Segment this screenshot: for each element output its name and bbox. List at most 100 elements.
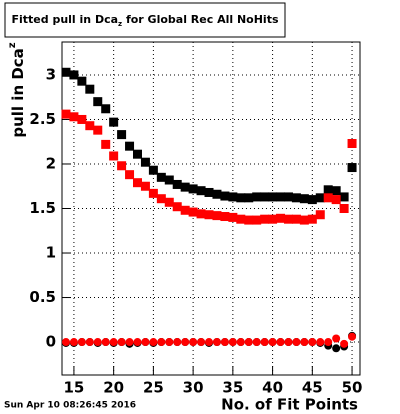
marker bbox=[117, 338, 126, 347]
marker bbox=[101, 104, 111, 114]
marker bbox=[85, 121, 95, 131]
marker bbox=[180, 205, 190, 215]
timestamp: Sun Apr 10 08:26:45 2016 bbox=[4, 401, 136, 411]
marker bbox=[117, 130, 127, 140]
marker bbox=[69, 112, 79, 122]
title-part: for Global Rec All NoHits bbox=[122, 13, 279, 26]
y-tick-label: 3 bbox=[46, 65, 56, 83]
marker bbox=[323, 193, 333, 203]
marker bbox=[172, 202, 182, 212]
marker bbox=[188, 207, 198, 217]
marker bbox=[204, 187, 214, 197]
marker bbox=[109, 117, 119, 127]
marker bbox=[77, 76, 87, 86]
marker bbox=[268, 214, 278, 224]
marker bbox=[339, 204, 349, 213]
marker bbox=[109, 151, 119, 161]
marker bbox=[188, 184, 198, 194]
marker bbox=[77, 338, 86, 347]
marker bbox=[109, 338, 118, 347]
marker bbox=[156, 194, 166, 204]
marker bbox=[85, 338, 94, 347]
marker bbox=[125, 170, 135, 180]
marker bbox=[93, 125, 103, 135]
title-part: Fitted pull in Dca bbox=[11, 13, 118, 26]
y-tick-label: 2 bbox=[46, 154, 56, 172]
marker bbox=[236, 214, 246, 224]
marker bbox=[284, 338, 293, 347]
marker bbox=[93, 97, 103, 107]
marker bbox=[69, 338, 78, 347]
marker bbox=[132, 149, 142, 159]
marker bbox=[148, 165, 158, 175]
chart-title: Fitted pull in Dcaz for Global Rec All N… bbox=[11, 13, 278, 28]
title-sub: z bbox=[118, 20, 122, 28]
x-tick-label: 50 bbox=[342, 379, 363, 397]
marker bbox=[212, 338, 221, 347]
marker bbox=[348, 332, 357, 341]
marker bbox=[197, 338, 206, 347]
y-axis-label: pull in Dcaz bbox=[7, 42, 27, 137]
marker bbox=[61, 338, 70, 347]
marker bbox=[85, 84, 95, 94]
marker bbox=[125, 338, 134, 347]
x-tick-label: 25 bbox=[143, 379, 164, 397]
marker bbox=[331, 195, 341, 205]
marker bbox=[101, 139, 111, 149]
marker bbox=[204, 210, 214, 220]
marker bbox=[228, 212, 238, 222]
marker bbox=[299, 215, 309, 225]
marker bbox=[69, 70, 79, 80]
marker bbox=[173, 338, 182, 347]
marker bbox=[339, 192, 349, 202]
marker bbox=[260, 338, 269, 347]
y-tick-label: 0.5 bbox=[29, 288, 56, 306]
marker bbox=[212, 211, 222, 221]
marker bbox=[125, 141, 135, 151]
x-axis-label: No. of Fit Points bbox=[221, 396, 358, 414]
marker bbox=[149, 338, 158, 347]
marker bbox=[220, 338, 229, 347]
ylabel-sub: z bbox=[7, 42, 18, 48]
marker bbox=[252, 215, 262, 225]
marker bbox=[228, 338, 237, 347]
marker bbox=[244, 215, 254, 225]
title-box bbox=[4, 2, 286, 38]
marker bbox=[276, 338, 285, 347]
marker bbox=[189, 338, 198, 347]
marker bbox=[291, 214, 301, 224]
marker bbox=[157, 338, 166, 347]
marker bbox=[180, 182, 190, 192]
marker bbox=[181, 338, 190, 347]
marker bbox=[307, 214, 317, 224]
marker bbox=[93, 338, 102, 347]
marker bbox=[307, 195, 317, 205]
marker bbox=[292, 338, 301, 347]
marker bbox=[299, 194, 309, 204]
marker bbox=[220, 212, 230, 222]
marker bbox=[220, 191, 230, 201]
marker bbox=[172, 179, 182, 189]
x-tick-label: 40 bbox=[262, 379, 283, 397]
marker bbox=[332, 344, 341, 353]
marker bbox=[196, 209, 206, 219]
marker bbox=[148, 188, 158, 198]
marker bbox=[260, 214, 270, 224]
marker bbox=[165, 338, 174, 347]
marker bbox=[315, 193, 325, 203]
marker bbox=[252, 192, 262, 202]
marker bbox=[324, 338, 333, 347]
marker bbox=[61, 67, 71, 77]
marker bbox=[308, 338, 317, 347]
marker bbox=[276, 192, 286, 202]
marker bbox=[323, 185, 333, 195]
marker bbox=[252, 338, 261, 347]
marker bbox=[347, 139, 357, 149]
marker bbox=[315, 210, 325, 220]
marker bbox=[331, 186, 341, 196]
marker bbox=[283, 192, 293, 202]
marker bbox=[276, 213, 286, 223]
marker bbox=[132, 178, 142, 188]
marker bbox=[244, 193, 254, 203]
